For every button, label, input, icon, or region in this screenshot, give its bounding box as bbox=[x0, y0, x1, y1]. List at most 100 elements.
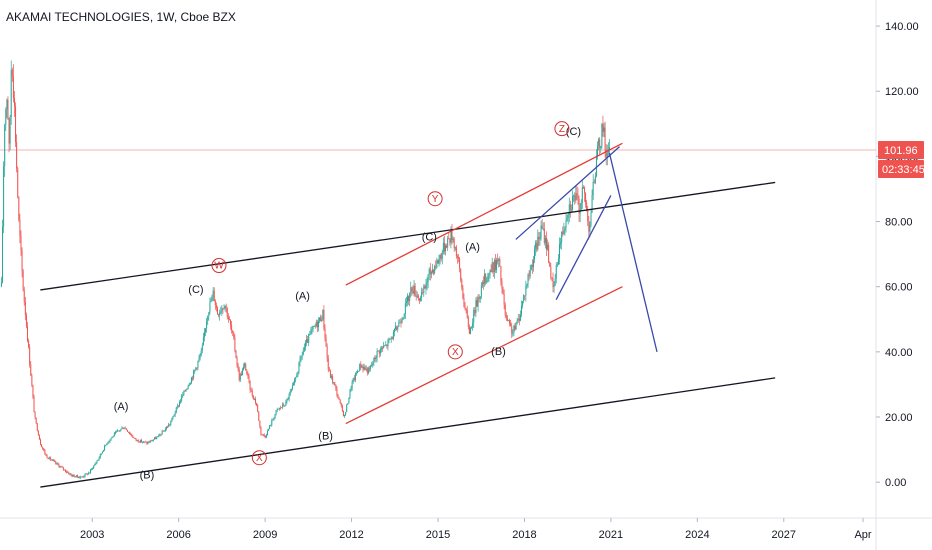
candle-body bbox=[517, 318, 519, 321]
candle-body bbox=[228, 319, 230, 321]
candle-body bbox=[593, 181, 595, 183]
candle-body bbox=[365, 368, 367, 370]
candle-body bbox=[48, 457, 50, 459]
candle-body bbox=[503, 294, 505, 305]
candle-body bbox=[541, 225, 543, 229]
candle-body bbox=[62, 467, 64, 470]
candle-body bbox=[23, 290, 25, 302]
candle-body bbox=[262, 434, 264, 436]
candle-body bbox=[63, 469, 65, 471]
candle-body bbox=[76, 475, 78, 477]
candle-body bbox=[230, 320, 232, 326]
candle-body bbox=[429, 268, 431, 275]
trendline-7[interactable] bbox=[608, 152, 658, 353]
y-tick-label: 20.00 bbox=[885, 412, 913, 424]
y-tick-label: 140.00 bbox=[885, 21, 919, 33]
candle-body bbox=[403, 313, 405, 318]
candle-body bbox=[562, 231, 564, 234]
candle-body bbox=[217, 307, 219, 315]
candle-body bbox=[523, 295, 525, 301]
candle-body bbox=[248, 376, 250, 381]
time-axis[interactable]: 2003 2006 2009 2012 2015 2018 2021 2024 2027 Apr bbox=[80, 518, 872, 541]
candle-body bbox=[173, 415, 175, 417]
candle-body bbox=[327, 358, 329, 370]
circled-wave-marker bbox=[427, 191, 443, 207]
candle-body bbox=[274, 414, 276, 419]
candle-body bbox=[480, 285, 482, 297]
candle-body bbox=[109, 439, 111, 442]
candle-body bbox=[386, 344, 388, 347]
candle-body bbox=[226, 307, 228, 318]
candle-body bbox=[336, 388, 338, 396]
candle-body bbox=[424, 286, 426, 289]
candle-body bbox=[373, 357, 375, 364]
candle-body bbox=[270, 425, 272, 426]
candle-body bbox=[223, 308, 225, 310]
candle-body bbox=[119, 430, 121, 432]
candle-body bbox=[245, 363, 247, 371]
candle-body bbox=[484, 273, 486, 284]
candle-body bbox=[250, 390, 252, 391]
trendline-6[interactable] bbox=[555, 195, 612, 301]
candle-body bbox=[404, 303, 406, 314]
trendline-2[interactable] bbox=[40, 377, 776, 488]
candle-body bbox=[179, 402, 181, 407]
candle-body bbox=[559, 244, 561, 259]
candle-body bbox=[567, 214, 569, 219]
trendlines-layer bbox=[40, 142, 776, 488]
candle-body bbox=[360, 363, 362, 368]
candle-body bbox=[231, 325, 233, 331]
candle-body bbox=[212, 290, 214, 296]
candle-body bbox=[99, 454, 101, 458]
candle-body bbox=[275, 410, 277, 415]
candle-body bbox=[421, 292, 423, 298]
y-tick-label: 0.00 bbox=[885, 477, 906, 489]
candle-body bbox=[459, 258, 461, 269]
candle-body bbox=[19, 219, 21, 237]
x-tick-label: 2003 bbox=[80, 529, 104, 541]
candle-body bbox=[162, 431, 164, 432]
x-tick-label: Apr bbox=[854, 529, 871, 541]
candle-body bbox=[143, 441, 145, 443]
trendline-3[interactable] bbox=[345, 142, 623, 286]
wave-label: (C) bbox=[566, 126, 581, 138]
candle-body bbox=[220, 311, 222, 313]
candle-body bbox=[425, 285, 427, 289]
candle-body bbox=[405, 301, 407, 304]
trendline-1[interactable] bbox=[40, 181, 776, 291]
candle-body bbox=[249, 380, 251, 391]
candle-body bbox=[49, 457, 51, 460]
candle-body bbox=[110, 438, 112, 440]
candle-body bbox=[483, 282, 485, 284]
candle-body bbox=[338, 397, 340, 400]
candle-body bbox=[145, 441, 147, 443]
candle-body bbox=[578, 199, 580, 214]
candle-body bbox=[4, 125, 6, 167]
circled-wave-marker bbox=[554, 121, 570, 137]
candle-body bbox=[43, 448, 45, 451]
candle-body bbox=[141, 440, 143, 443]
candle-body bbox=[98, 457, 100, 460]
candle-body bbox=[384, 345, 386, 347]
candle-body bbox=[96, 460, 98, 463]
current-price-value: 101.96 bbox=[884, 145, 918, 157]
trendline-5[interactable] bbox=[515, 146, 620, 240]
candle-body bbox=[539, 237, 541, 240]
candle-body bbox=[130, 433, 132, 435]
candle-body bbox=[72, 474, 74, 477]
candle-body bbox=[563, 229, 565, 234]
candle-body bbox=[367, 368, 369, 374]
candle-body bbox=[40, 439, 42, 445]
candle-body bbox=[95, 462, 97, 465]
candle-body bbox=[214, 301, 216, 306]
price-axis[interactable]: 0.0020.0040.0060.0080.00100.00120.00140.… bbox=[876, 21, 919, 489]
trendline-4[interactable] bbox=[345, 286, 623, 425]
candle-body bbox=[225, 305, 227, 308]
x-tick-label: 2009 bbox=[253, 529, 277, 541]
candle-body bbox=[268, 428, 270, 431]
candle-body bbox=[101, 451, 103, 454]
candle-body bbox=[10, 69, 12, 118]
candle-body bbox=[80, 476, 82, 478]
candle-body bbox=[134, 437, 136, 439]
